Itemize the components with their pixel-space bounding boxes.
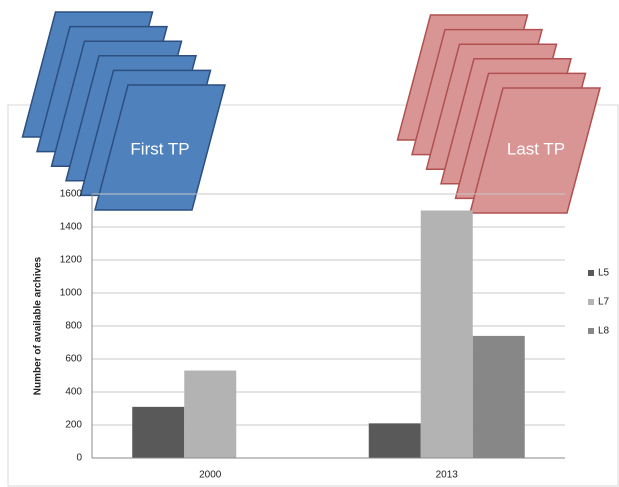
card [469,87,601,214]
y-tick-label: 1400 [60,222,83,233]
y-tick-label: 400 [65,387,82,398]
legend-swatch [588,270,594,276]
card [94,84,226,211]
legend-swatch [588,299,594,305]
x-tick-label: 2000 [199,470,222,481]
legend-label: L8 [598,326,610,337]
bar [472,335,525,458]
y-tick-label: 800 [65,321,82,332]
y-tick-label: 600 [65,354,82,365]
legend-label: L7 [598,297,610,308]
legend-swatch [588,328,594,334]
bar [368,423,421,458]
decoration [21,11,601,214]
annotation: Last TP [507,139,565,158]
y-tick-label: 0 [76,453,82,464]
bar [420,210,473,458]
y-tick-label: 200 [65,420,82,431]
bar [184,370,237,458]
y-tick-label: 1200 [60,255,83,266]
legend-label: L5 [598,268,610,279]
y-tick-label: 1000 [60,288,83,299]
annotation: First TP [130,139,189,158]
bar [132,406,185,458]
y-axis-label: Number of available archives [33,256,44,395]
y-tick-label: 1600 [60,189,83,200]
x-tick-label: 2013 [436,470,459,481]
